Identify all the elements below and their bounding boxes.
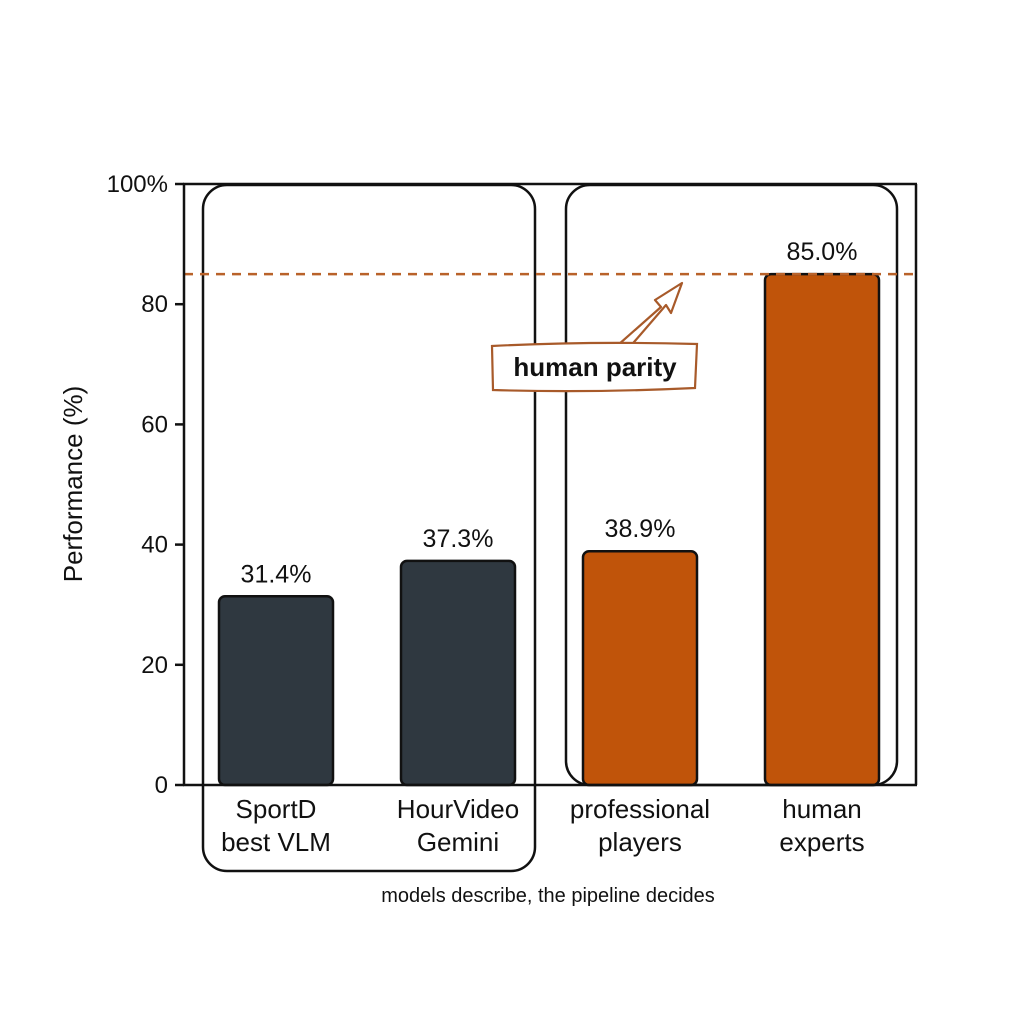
y-tick-label: 20 (141, 652, 168, 679)
y-tick-label: 100% (107, 171, 168, 198)
bars-group (217, 272, 881, 787)
annotation-box (490, 341, 699, 393)
bar (581, 549, 699, 787)
annotation-text: human parity (513, 352, 677, 382)
x-tick-label: HourVideo (397, 794, 519, 824)
y-axis-label: Performance (%) (58, 386, 88, 583)
bar (217, 595, 335, 787)
human-parity-annotation: human parity (490, 281, 699, 393)
bar-value-label: 38.9% (605, 515, 676, 543)
y-tick-label: 40 (141, 532, 168, 559)
value-labels-group: 31.4% 37.3% 38.9% 85.0% (241, 238, 858, 588)
x-tick-label: experts (779, 827, 864, 857)
annotation-arrow (616, 281, 684, 351)
bar (399, 559, 517, 787)
bar-value-label: 85.0% (787, 238, 858, 266)
x-tick-label: human (782, 794, 862, 824)
y-tick-label: 0 (155, 772, 168, 799)
bar (763, 272, 881, 787)
y-tick-label: 60 (141, 411, 168, 438)
x-tick-label: best VLM (221, 827, 331, 857)
bar-value-label: 37.3% (423, 525, 494, 553)
x-tick-label: Gemini (417, 827, 499, 857)
x-tick-label: professional (570, 794, 710, 824)
x-tick-label: players (598, 827, 682, 857)
x-tick-label: SportD (236, 794, 317, 824)
chart-caption: models describe, the pipeline decides (381, 885, 715, 907)
y-tick-label: 80 (141, 291, 168, 318)
bar-value-label: 31.4% (241, 560, 312, 588)
y-ticks-group: 0 20 40 60 80 100% (107, 171, 184, 799)
